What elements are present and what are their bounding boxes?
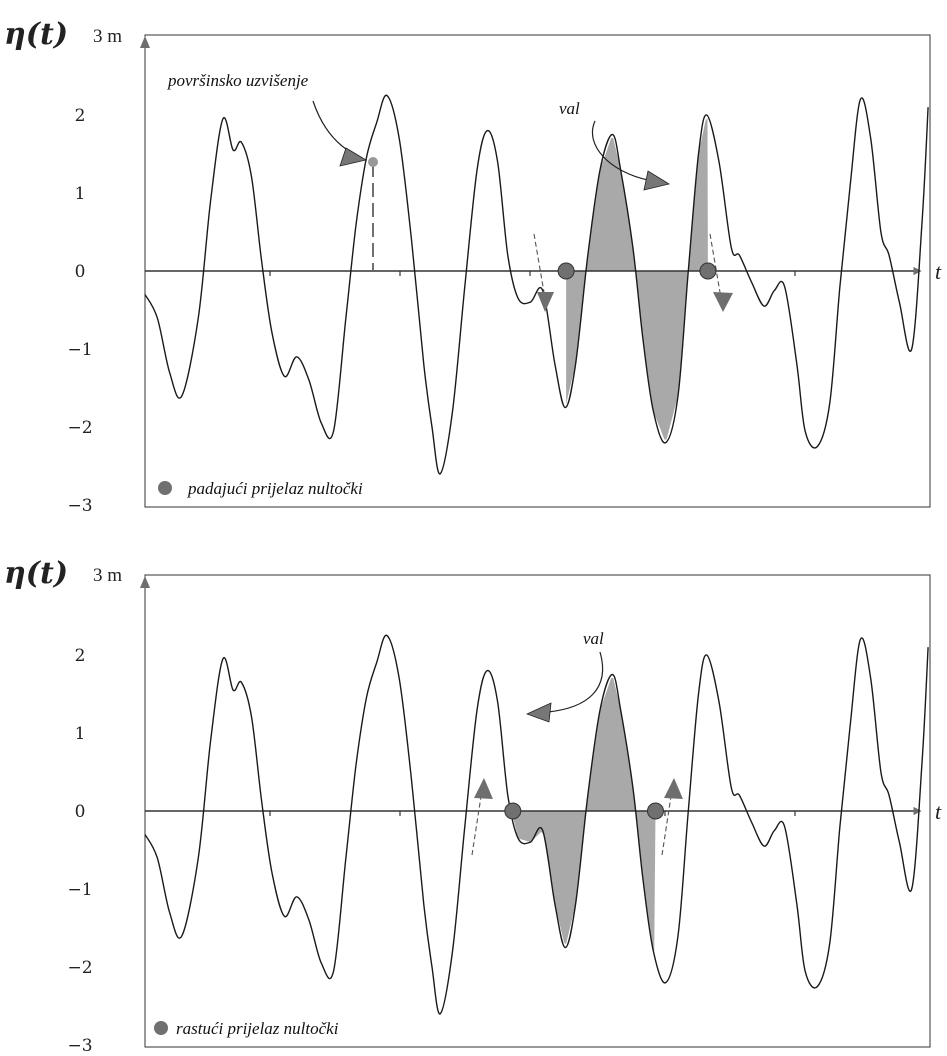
legend-label: padajući prijelaz nultočki xyxy=(187,479,363,498)
x-axis-label: t xyxy=(935,259,942,284)
crossing-arrowhead xyxy=(537,292,554,312)
panel-rising-zero-crossing: η(t) 3 m 2 1 0 −1 −2 −3 t val rastući prijela… xyxy=(4,556,942,1056)
wave-pointer-arrowhead xyxy=(525,702,552,723)
y-axis-title: η(t) 3 m xyxy=(4,17,122,52)
zero-crossing-markers xyxy=(557,262,717,280)
annotation-pointer-arrowhead xyxy=(339,147,368,167)
y-axis-arrowhead xyxy=(140,576,150,588)
x-axis-label: t xyxy=(935,799,942,824)
surface-elevation-line xyxy=(144,634,929,1015)
y-tick-labels: 2 1 0 −1 −2 −3 xyxy=(67,646,92,1056)
crossing-arrowhead xyxy=(474,778,493,799)
wave-pointer-arrowhead xyxy=(643,170,671,191)
wave-pointer-line xyxy=(547,651,604,713)
annotation-surface-elevation: površinsko uzvišenje xyxy=(167,71,309,90)
y-tick-label: −2 xyxy=(67,418,92,438)
legend-marker xyxy=(154,1021,168,1035)
y-tick-label: 0 xyxy=(75,262,86,282)
zero-crossing-marker xyxy=(699,262,717,280)
wave-pointer-line xyxy=(591,120,649,181)
annotation-wave: val xyxy=(583,629,604,648)
legend-label: rastući prijelaz nultočki xyxy=(176,1019,339,1038)
zero-crossing-marker xyxy=(504,802,522,820)
zero-crossing-marker xyxy=(647,802,664,820)
panel-falling-zero-crossing: η(t) 3 m 2 1 0 −1 −2 −3 t površinsko uzvišenj… xyxy=(4,17,942,516)
y-tick-labels: 2 1 0 −1 −2 −3 xyxy=(67,106,92,516)
annotation-pointer-line xyxy=(312,100,363,159)
y-tick-label: 1 xyxy=(75,184,86,204)
y-tick-label: −1 xyxy=(67,880,92,900)
y-tick-label: 2 xyxy=(75,646,86,666)
y-axis-title: η(t) 3 m xyxy=(4,556,122,591)
y-axis-arrowhead xyxy=(140,36,150,48)
y-axis-label: η(t) xyxy=(4,17,68,52)
y-axis-unit: 3 m xyxy=(93,26,122,47)
crossing-arrowhead xyxy=(713,292,733,312)
y-tick-label: 2 xyxy=(75,106,86,126)
y-tick-label: −3 xyxy=(67,496,92,516)
y-axis-unit: 3 m xyxy=(93,565,122,586)
y-tick-label: −1 xyxy=(67,340,92,360)
y-tick-label: −3 xyxy=(67,1036,92,1056)
annotation-wave: val xyxy=(559,99,580,118)
zero-crossing-marker xyxy=(557,262,575,280)
crossing-direction-arrow xyxy=(661,789,673,856)
y-tick-label: 0 xyxy=(75,802,86,822)
crossing-direction-arrow xyxy=(471,789,483,856)
surface-elevation-line xyxy=(144,94,929,475)
y-axis-label: η(t) xyxy=(4,556,68,591)
legend-marker xyxy=(158,481,172,495)
elevation-point-marker xyxy=(368,157,378,167)
y-tick-label: −2 xyxy=(67,958,92,978)
shaded-wave-area xyxy=(512,678,656,954)
crossing-arrowhead xyxy=(664,778,683,799)
y-tick-label: 1 xyxy=(75,724,86,744)
zero-crossing-markers xyxy=(504,802,664,820)
